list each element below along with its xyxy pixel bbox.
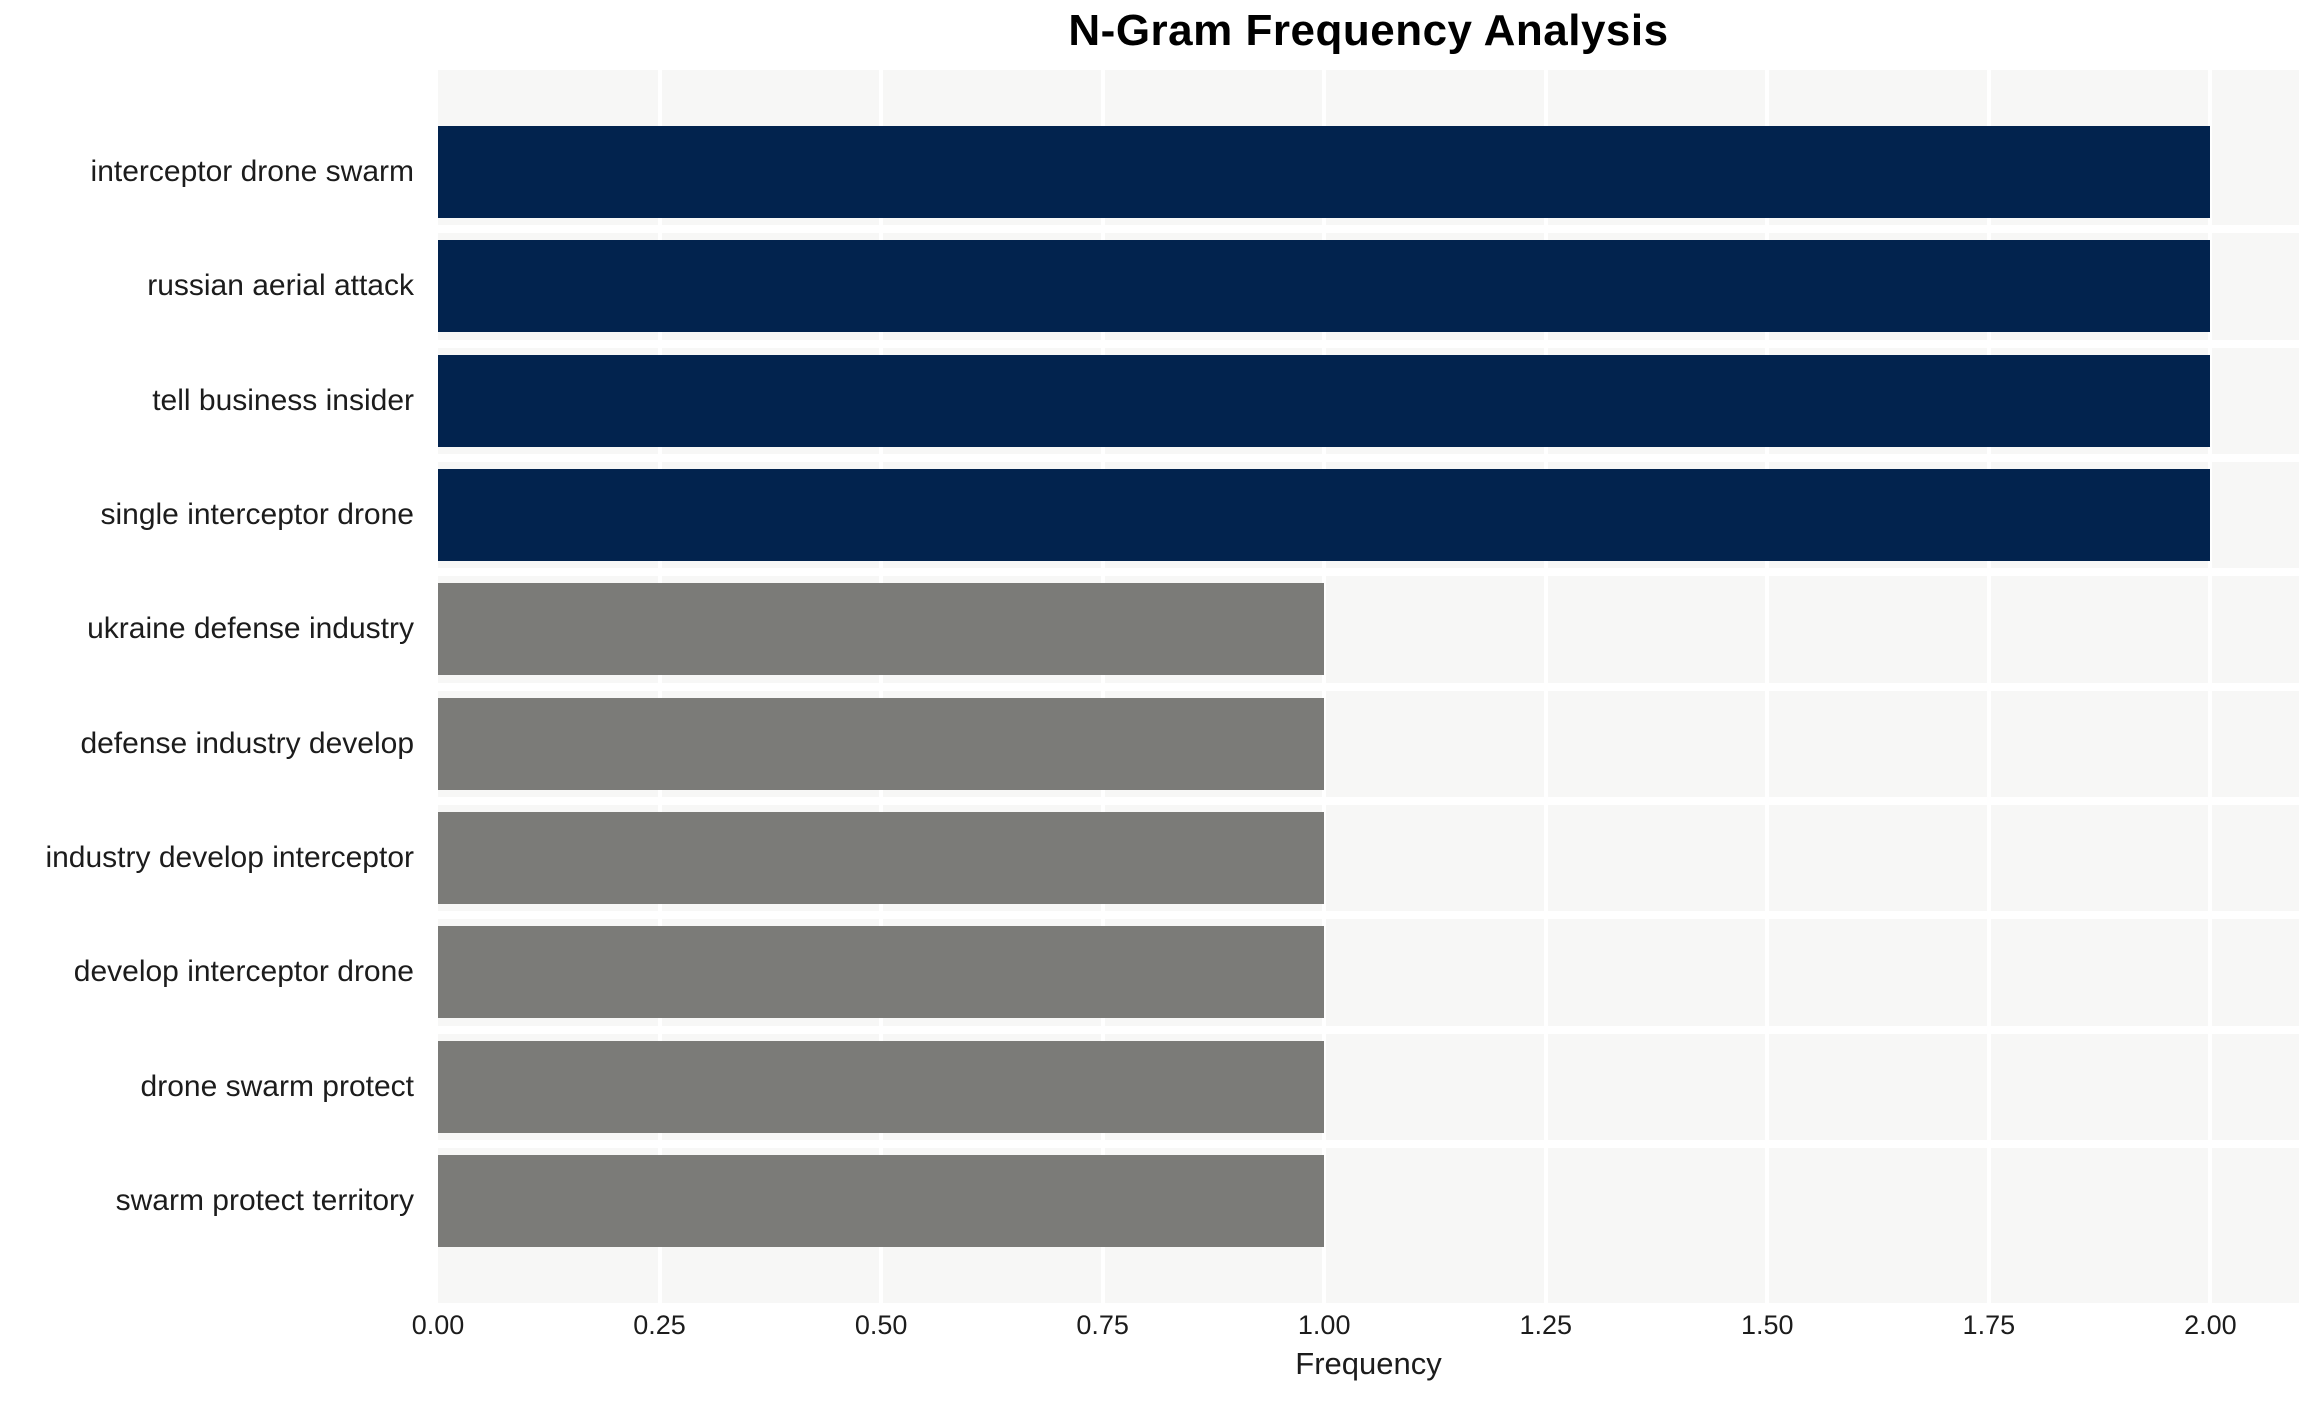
bar: [438, 354, 2211, 447]
y-axis-label: develop interceptor drone: [73, 955, 414, 989]
gridline-horizontal: [438, 1025, 2299, 1034]
x-axis-ticks: 0.00 0.25 0.50 0.75 1.00 1.25 1.50 1.75 2.00: [412, 1310, 2299, 1344]
y-axis-label: tell business insider: [152, 383, 414, 417]
gridline-horizontal: [438, 911, 2299, 920]
y-axis-label: ukraine defense industry: [87, 612, 414, 646]
bar: [438, 1040, 1325, 1133]
x-axis-tick-label: 1.00: [1297, 1310, 1351, 1340]
bar: [438, 1155, 1325, 1248]
x-axis-tick-label: 0.75: [1076, 1310, 1129, 1340]
bar: [438, 240, 2211, 333]
y-axis-label: russian aerial attack: [147, 269, 414, 303]
chart-title: N-Gram Frequency Analysis: [1068, 6, 1669, 55]
x-axis-tick-label: 0.50: [854, 1310, 908, 1340]
plot-area: [438, 70, 2299, 1303]
gridline-horizontal: [438, 225, 2299, 234]
bar: [438, 697, 1325, 790]
gridline-horizontal: [438, 339, 2299, 348]
y-axis-label: defense industry develop: [80, 726, 414, 760]
gridline-horizontal: [438, 453, 2299, 462]
bar: [438, 812, 1325, 905]
x-axis-tick-label: 2.00: [2184, 1310, 2237, 1340]
bar: [438, 583, 1325, 676]
x-axis-tick-label: 1.75: [1962, 1310, 2016, 1340]
gridline-horizontal: [438, 1139, 2299, 1148]
x-axis-tick-label: 1.50: [1741, 1310, 1794, 1340]
x-axis-tick-label: 0.25: [633, 1310, 686, 1340]
y-axis-label: swarm protect territory: [115, 1184, 414, 1218]
x-axis-tick-label: 1.25: [1519, 1310, 1573, 1340]
y-axis-label: interceptor drone swarm: [90, 155, 414, 188]
bar: [438, 926, 1325, 1019]
y-axis-label: single interceptor drone: [100, 498, 414, 532]
bar: [438, 469, 2211, 562]
gridline-horizontal: [438, 568, 2299, 577]
gridline-horizontal: [438, 682, 2299, 691]
y-axis-labels: interceptor drone swarm russian aerial at…: [0, 70, 426, 1303]
y-axis-label: drone swarm protect: [140, 1069, 414, 1103]
gridline-horizontal: [438, 796, 2299, 805]
x-axis-tick-label: 0.00: [411, 1310, 465, 1340]
y-axis-label: industry develop interceptor: [45, 841, 414, 875]
x-axis-title: Frequency: [1295, 1346, 1442, 1381]
bar: [438, 126, 2211, 218]
